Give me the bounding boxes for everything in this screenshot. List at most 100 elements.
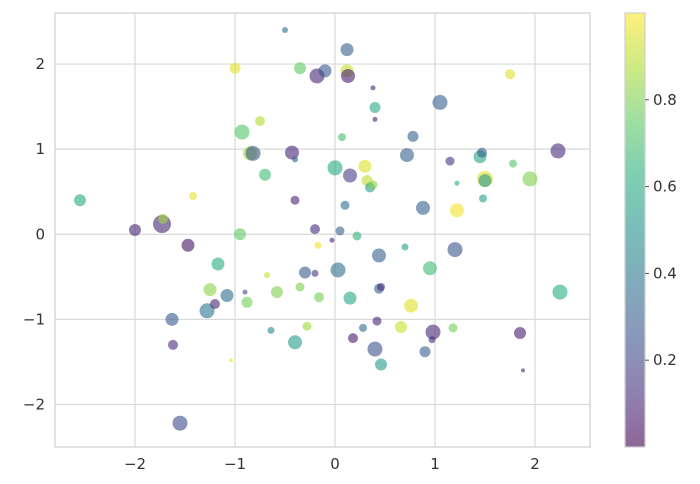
scatter-point: [401, 243, 409, 251]
scatter-point: [329, 237, 335, 243]
scatter-point: [358, 159, 372, 173]
scatter-point: [311, 269, 319, 277]
scatter-point: [343, 168, 357, 183]
scatter-point: [295, 282, 305, 292]
x-tick-label: −2: [124, 455, 146, 473]
scatter-point: [282, 27, 288, 33]
scatter-point: [314, 241, 322, 249]
plot-frame: [54, 12, 591, 448]
x-tick-label: 2: [530, 455, 540, 473]
scatter-point: [514, 327, 526, 339]
scatter-points: [74, 27, 568, 431]
scatter-point: [521, 368, 525, 373]
scatter-point: [340, 200, 350, 210]
colorbar-tick-label: 0.8: [653, 91, 677, 109]
scatter-point: [181, 238, 195, 252]
scatter-point: [299, 266, 311, 279]
x-tick-label: 1: [430, 455, 440, 473]
scatter-point: [419, 346, 431, 358]
x-tick-label: −1: [224, 455, 246, 473]
scatter-point: [211, 257, 225, 271]
scatter-point: [477, 147, 487, 158]
scatter-point: [210, 299, 220, 309]
scatter-point: [407, 130, 419, 142]
scatter-point: [338, 133, 346, 142]
scatter-point: [377, 283, 385, 291]
x-tick-label: 0: [330, 455, 340, 473]
scatter-point: [199, 303, 215, 319]
scatter-point: [245, 145, 261, 161]
scatter-point: [158, 213, 168, 224]
scatter-point: [229, 358, 233, 363]
scatter-point: [310, 224, 320, 235]
colorbar-ticks: 0.2 0.4 0.6 0.8: [645, 91, 677, 369]
scatter-point: [267, 326, 275, 334]
scatter-point: [369, 102, 381, 113]
scatter-point: [352, 231, 362, 241]
scatter-point: [285, 145, 299, 160]
scatter-point: [264, 272, 270, 279]
scatter-point: [454, 180, 460, 186]
y-tick-label: −2: [23, 395, 45, 413]
scatter-point: [318, 64, 332, 78]
scatter-point: [359, 323, 367, 332]
scatter-point: [189, 192, 197, 200]
scatter-point: [234, 228, 246, 241]
scatter-point: [395, 321, 407, 333]
colorbar-frame: [624, 12, 646, 448]
x-axis-ticks: −2 −1 0 1 2: [124, 455, 540, 473]
y-tick-label: −1: [23, 310, 45, 328]
scatter-point: [479, 194, 487, 203]
scatter-point: [330, 262, 346, 278]
scatter-point: [550, 143, 566, 159]
scatter-point: [172, 415, 188, 431]
scatter-point: [129, 224, 141, 236]
scatter-point: [165, 312, 179, 326]
colorbar-tick-label: 0.4: [653, 264, 677, 282]
scatter-point: [372, 316, 382, 326]
colorbar: 0.2 0.4 0.6 0.8: [624, 12, 677, 448]
colorbar-tick-label: 0.6: [653, 178, 677, 196]
scatter-point: [448, 323, 458, 333]
scatter-point: [290, 195, 300, 205]
y-tick-label: 1: [35, 140, 45, 158]
colorbar-gradient: [625, 13, 645, 447]
scatter-point: [552, 284, 568, 300]
scatter-point: [375, 358, 387, 371]
scatter-point: [168, 339, 178, 350]
scatter-point: [400, 148, 414, 163]
scatter-point: [327, 160, 343, 176]
y-tick-label: 0: [35, 225, 45, 243]
scatter-point: [271, 286, 283, 299]
scatter-point: [74, 194, 86, 207]
scatter-point: [220, 289, 234, 302]
scatter-point: [368, 180, 378, 190]
scatter-point: [372, 116, 378, 122]
scatter-point: [450, 203, 464, 218]
scatter-point: [288, 335, 302, 350]
scatter-point: [478, 174, 492, 188]
scatter-point: [229, 62, 241, 74]
scatter-point: [348, 333, 358, 344]
scatter-point: [372, 248, 386, 263]
scatter-point: [416, 200, 430, 215]
scatter-point: [292, 156, 298, 163]
scatter-point: [404, 298, 418, 313]
scatter-point: [203, 283, 217, 297]
scatter-point: [241, 296, 253, 308]
scatter-point: [294, 62, 306, 75]
scatter-point: [341, 69, 355, 83]
y-axis-ticks: −2 −1 0 1 2: [23, 55, 45, 413]
grid: [55, 13, 590, 447]
scatter-point: [255, 116, 265, 127]
scatter-point: [314, 292, 324, 303]
scatter-point: [259, 168, 271, 181]
y-tick-label: 2: [35, 55, 45, 73]
scatter-point: [367, 341, 383, 357]
colorbar-tick-label: 0.2: [653, 351, 677, 369]
scatter-point: [425, 324, 441, 340]
scatter-point: [423, 261, 437, 276]
scatter-point: [447, 242, 463, 258]
